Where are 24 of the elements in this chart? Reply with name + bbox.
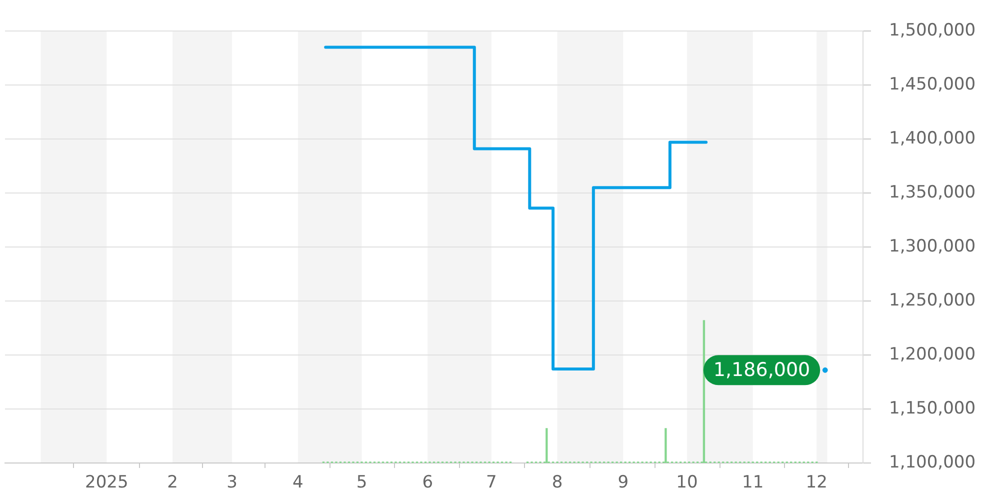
x-tick-label: 4 — [292, 472, 304, 493]
y-tick-label: 1,400,000 — [889, 128, 976, 148]
x-tick-label: 7 — [486, 472, 497, 493]
x-tick-label: 11 — [742, 472, 764, 493]
x-tick-label: 10 — [676, 472, 698, 493]
y-tick-label: 1,300,000 — [889, 236, 976, 256]
x-tick-label: 6 — [422, 472, 434, 493]
x-tick-label: 5 — [356, 472, 368, 493]
bar — [546, 428, 548, 463]
x-tick-label: 8 — [552, 472, 563, 493]
y-tick-label: 1,100,000 — [889, 452, 976, 472]
y-tick-label: 1,500,000 — [889, 20, 976, 40]
y-tick-label: 1,450,000 — [889, 74, 976, 94]
x-tick-label: 2 — [167, 472, 178, 493]
x-tick-label: 2025 — [85, 472, 128, 493]
x-tick-label: 3 — [226, 472, 238, 493]
y-tick-label: 1,250,000 — [889, 290, 976, 310]
y-tick-label: 1,150,000 — [889, 398, 976, 418]
bar — [664, 428, 667, 463]
x-tick-label: 9 — [618, 472, 629, 493]
x-tick-label: 12 — [806, 472, 828, 493]
y-tick-label: 1,200,000 — [889, 344, 976, 364]
y-tick-label: 1,350,000 — [889, 182, 976, 202]
data-label: 1,186,000 — [713, 359, 810, 382]
